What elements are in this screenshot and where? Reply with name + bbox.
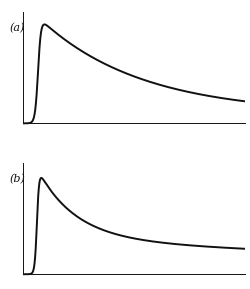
Text: (a): (a) bbox=[9, 23, 24, 33]
Text: (b): (b) bbox=[9, 174, 25, 184]
